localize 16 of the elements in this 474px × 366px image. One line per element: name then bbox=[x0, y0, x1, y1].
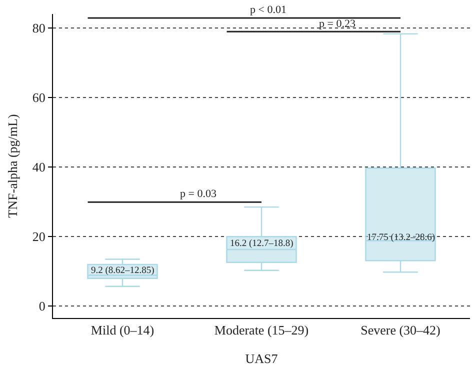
y-tick-label: 20 bbox=[32, 229, 46, 244]
x-tick-label: Severe (30–42) bbox=[360, 322, 440, 338]
y-tick-label: 80 bbox=[32, 20, 46, 36]
annotation: 17.75 (13.2–28.6) bbox=[367, 233, 436, 243]
annotation: 9.2 (8.62–12.85) bbox=[91, 266, 154, 276]
x-tick-label: Moderate (15–29) bbox=[214, 322, 309, 338]
x-axis-title: UAS7 bbox=[245, 351, 278, 366]
annotation: p = 0.23 bbox=[319, 18, 356, 30]
annotation: p = 0.03 bbox=[180, 188, 217, 200]
x-tick-label: Mild (0–14) bbox=[90, 322, 154, 338]
annotation: p < 0.01 bbox=[250, 4, 286, 16]
y-tick-label: 40 bbox=[32, 160, 46, 175]
y-tick-label: 60 bbox=[32, 90, 46, 106]
y-tick-label: 0 bbox=[38, 298, 46, 314]
annotation: 16.2 (12.7–18.8) bbox=[230, 239, 294, 249]
y-axis-title: TNF-alpha (pg/mL) bbox=[5, 114, 20, 218]
